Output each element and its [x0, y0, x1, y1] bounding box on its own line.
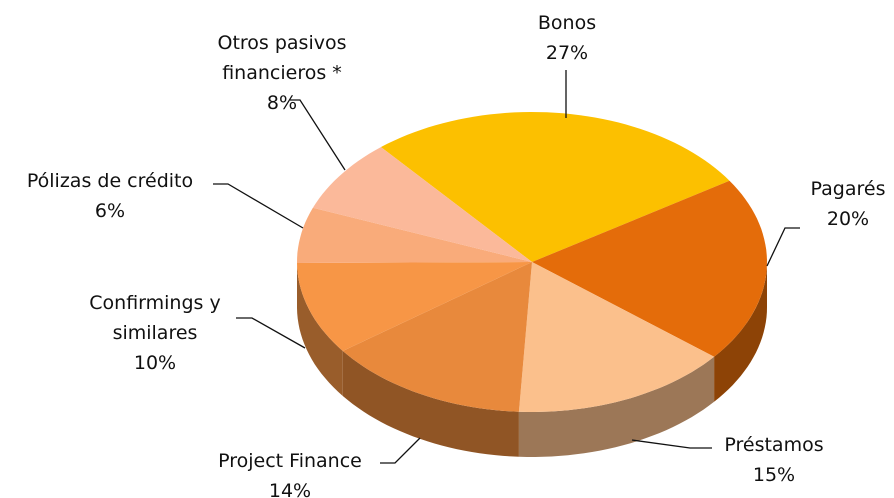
leader-line — [631, 439, 712, 449]
percent: 15% — [752, 464, 796, 486]
category: Bonos — [537, 12, 597, 34]
leader-line — [766, 227, 800, 267]
percent: 20% — [826, 208, 870, 230]
percent: 6% — [94, 200, 126, 222]
slice — [297, 262, 532, 351]
leader-line — [213, 183, 304, 229]
slice-label: Pólizas de crédito 6% — [0, 166, 220, 226]
slice-side — [342, 351, 519, 457]
slice — [297, 207, 532, 263]
slice — [518, 262, 715, 412]
percent: 27% — [545, 42, 589, 64]
leader-line — [236, 317, 306, 349]
category: Pólizas de crédito — [26, 170, 194, 192]
slice-side — [714, 262, 767, 402]
category: Project Finance — [218, 450, 362, 472]
slice-label: Otros pasivos financieros * 8% — [197, 28, 367, 118]
slice — [380, 112, 730, 262]
percent: 14% — [268, 480, 312, 498]
slice-label: Confirmings y similares 10% — [75, 288, 235, 378]
slice-label: Bonos 27% — [507, 8, 627, 68]
slice-side — [297, 263, 343, 396]
slice-label: Project Finance 14% — [190, 446, 390, 498]
leader-line — [290, 99, 346, 171]
percent: 10% — [133, 352, 177, 374]
slice — [312, 147, 532, 262]
category: Confirmings y similares — [89, 292, 221, 344]
category: Préstamos — [724, 434, 824, 456]
slice-label: Préstamos 15% — [709, 430, 839, 490]
leader-line — [380, 437, 421, 464]
slice-label: Pagarés 20% — [803, 174, 893, 234]
category: Otros pasivos financieros * — [217, 32, 347, 84]
slice — [342, 262, 532, 412]
slice-side — [518, 356, 715, 457]
percent: 8% — [266, 92, 298, 114]
category: Pagarés — [810, 178, 886, 200]
slice — [532, 180, 767, 357]
